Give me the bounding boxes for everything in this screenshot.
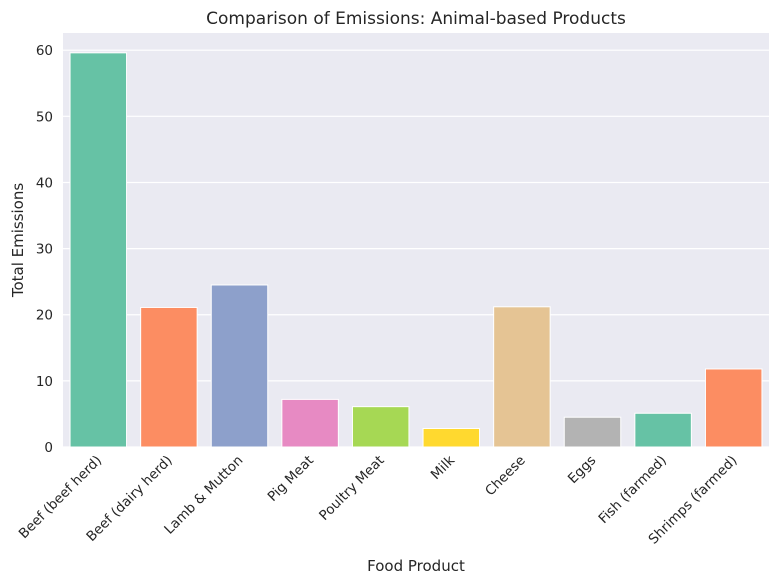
x-tick-label: Milk — [428, 452, 459, 483]
bar — [281, 398, 339, 448]
bar — [422, 427, 481, 448]
bar — [351, 406, 410, 448]
x-tick-labels: Beef (beef herd)Beef (dairy herd)Lamb & … — [16, 452, 741, 547]
bar — [69, 52, 128, 448]
y-tick-label: 40 — [36, 175, 53, 191]
x-tick-label: Fish (farmed) — [595, 453, 669, 527]
x-tick-label: Poultry Meat — [316, 453, 387, 524]
chart-title: Comparison of Emissions: Animal-based Pr… — [206, 9, 626, 29]
bar — [140, 306, 198, 448]
bar — [493, 306, 551, 448]
x-tick-label: Eggs — [565, 453, 599, 487]
y-tick-labels: 0 10 20 30 40 50 60 — [36, 43, 53, 456]
y-axis-label: Total Emissions — [9, 183, 27, 299]
bars — [69, 52, 763, 448]
x-axis-label: Food Product — [367, 557, 465, 575]
x-tick-label: Pig Meat — [265, 453, 317, 505]
y-tick-label: 50 — [36, 109, 53, 125]
x-tick-label: Cheese — [482, 453, 529, 500]
bar — [210, 284, 269, 448]
bar — [634, 412, 692, 448]
y-tick-label: 10 — [36, 374, 53, 390]
y-tick-label: 20 — [36, 308, 53, 324]
y-tick-label: 0 — [44, 440, 53, 456]
bar — [704, 368, 763, 448]
y-tick-label: 30 — [36, 242, 53, 258]
y-tick-label: 60 — [36, 43, 53, 59]
bar — [563, 416, 622, 448]
